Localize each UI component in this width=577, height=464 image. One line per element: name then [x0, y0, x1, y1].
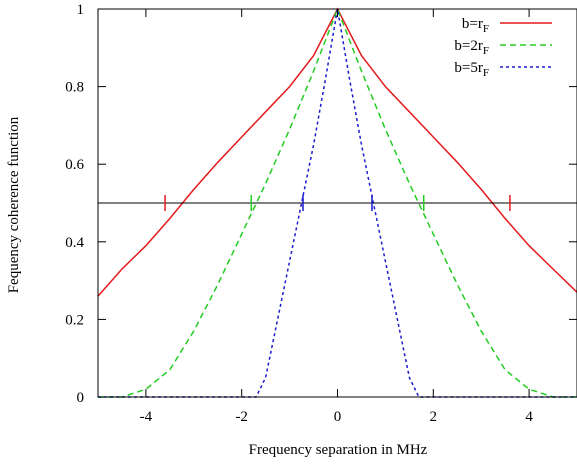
- legend-label-2: b=2rF: [454, 38, 489, 57]
- y-tick-label: 0.4: [65, 235, 84, 251]
- y-tick-label: 0: [77, 390, 85, 406]
- legend-label-1: b=rF: [462, 16, 489, 35]
- x-tick-label: -4: [140, 409, 153, 425]
- series-line-1: [97, 7, 577, 297]
- series-line-3: [98, 8, 577, 398]
- x-tick-label: 2: [430, 409, 438, 425]
- reference-layer: [98, 195, 577, 211]
- x-axis-label: Frequency separation in MHz: [249, 442, 428, 458]
- legend: b=rF b=2rF b=5rF: [454, 16, 552, 79]
- x-tick-label: 4: [525, 409, 533, 425]
- y-axis-label: Fequency coherence function: [6, 116, 22, 293]
- y-tick-label: 0.8: [65, 80, 84, 96]
- series-line-2: [98, 6, 577, 398]
- y-tick-label: 0.6: [65, 157, 84, 173]
- y-tick-label: 1: [77, 2, 85, 18]
- x-tick-label: -2: [235, 409, 248, 425]
- tick-layer: -4 -2 0 2 4 0 0.2 0.4 0.6 0.8 1: [65, 2, 577, 425]
- x-tick-label: 0: [334, 409, 342, 425]
- legend-label-3: b=5rF: [454, 60, 489, 79]
- y-tick-label: 0.2: [65, 312, 84, 328]
